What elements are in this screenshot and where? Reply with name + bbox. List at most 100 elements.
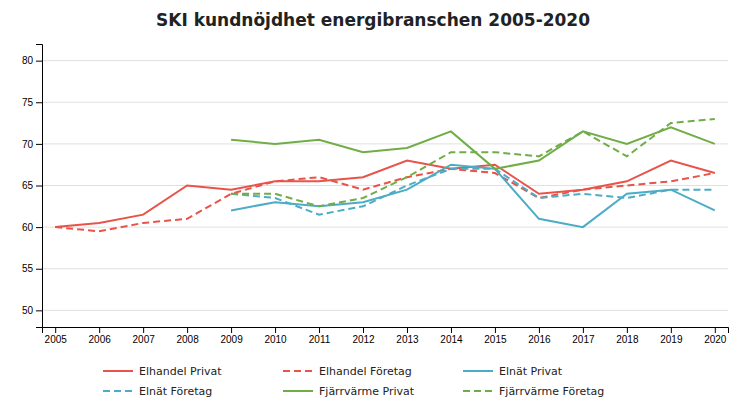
x-axis: 2005 2006 2007 2008 2009 2010 2011 2012 2013 2014… <box>43 327 729 345</box>
legend-item: Fjärrvärme Företag <box>463 385 604 398</box>
y-tick-mark <box>36 310 42 311</box>
x-tick: 2007 <box>133 327 156 345</box>
legend-item: Elhandel Privat <box>103 365 222 378</box>
x-tick-mark <box>715 327 716 333</box>
legend-swatch <box>103 370 133 372</box>
y-tick-mark <box>36 61 42 62</box>
x-tick: 2006 <box>89 327 112 345</box>
x-tick-mark <box>55 327 56 333</box>
x-tick: 2016 <box>528 327 551 345</box>
legend: Elhandel Privat Elhandel Företag Elnät Pri… <box>103 365 604 398</box>
y-tick-label: 50 <box>22 305 34 316</box>
x-tick-label: 2005 <box>45 334 68 345</box>
x-tick-mark <box>671 327 672 333</box>
x-tick: 2010 <box>264 327 287 345</box>
x-tick: 2012 <box>352 327 375 345</box>
grid <box>42 61 728 311</box>
y-tick-label: 75 <box>22 97 34 108</box>
plot: 2005 2006 2007 2008 2009 2010 2011 2012 2013 2014… <box>22 45 729 346</box>
y-axis-line <box>36 45 43 328</box>
x-tick-mark <box>407 327 408 333</box>
legend-item: Elnät Privat <box>463 365 563 378</box>
x-tick-label: 2020 <box>704 334 727 345</box>
x-tick: 2005 <box>45 327 68 345</box>
series-line <box>55 161 715 228</box>
x-tick-label: 2006 <box>89 334 112 345</box>
legend-item: Fjärrvärme Privat <box>283 385 415 398</box>
x-tick-mark <box>583 327 584 333</box>
x-tick-mark <box>319 327 320 333</box>
x-tick: 2018 <box>616 327 639 345</box>
legend-swatch <box>283 390 313 392</box>
x-tick-label: 2008 <box>176 334 199 345</box>
grid-line <box>42 102 728 103</box>
grid-line <box>42 185 728 186</box>
x-tick: 2014 <box>440 327 463 345</box>
legend-label: Fjärrvärme Företag <box>499 385 604 398</box>
y-tick-mark <box>36 186 42 187</box>
x-tick-label: 2013 <box>396 334 419 345</box>
legend-swatch <box>463 390 493 392</box>
grid-line <box>42 60 728 61</box>
x-tick-mark <box>231 327 232 333</box>
grid-line <box>42 227 728 228</box>
x-tick: 2009 <box>220 327 243 345</box>
series-line <box>231 169 715 215</box>
chart: SKI kundnöjdhet energibranschen 2005-202… <box>0 0 746 419</box>
x-tick-mark <box>275 327 276 333</box>
x-tick: 2019 <box>660 327 683 345</box>
x-tick-label: 2019 <box>660 334 683 345</box>
x-tick: 2020 <box>704 327 727 345</box>
x-tick: 2011 <box>309 327 331 345</box>
y-tick-label: 70 <box>22 139 34 150</box>
series-line <box>231 165 715 227</box>
series-line <box>231 127 715 169</box>
x-tick-mark <box>451 327 452 333</box>
legend-label: Fjärrvärme Privat <box>319 385 415 398</box>
y-tick: 55 <box>22 263 42 274</box>
grid-line <box>42 268 728 269</box>
x-tick-label: 2009 <box>220 334 243 345</box>
legend-item: Elhandel Företag <box>283 365 412 378</box>
y-tick-label: 55 <box>22 263 34 274</box>
x-tick-label: 2015 <box>484 334 507 345</box>
x-tick-mark <box>99 327 100 333</box>
x-tick: 2015 <box>484 327 507 345</box>
y-tick-mark <box>36 144 42 145</box>
y-tick: 70 <box>22 139 42 150</box>
x-tick: 2008 <box>176 327 199 345</box>
legend-swatch <box>463 370 493 372</box>
legend-label: Elnät Privat <box>499 365 563 378</box>
grid-line <box>42 310 728 311</box>
x-tick-label: 2007 <box>133 334 156 345</box>
series-line <box>55 169 715 231</box>
y-tick: 50 <box>22 305 42 316</box>
x-tick-mark <box>363 327 364 333</box>
y-tick-mark <box>36 269 42 270</box>
y-tick-label: 65 <box>22 180 34 191</box>
legend-item: Elnät Företag <box>103 385 212 398</box>
x-tick-label: 2012 <box>352 334 375 345</box>
x-tick-label: 2016 <box>528 334 551 345</box>
x-tick: 2013 <box>396 327 419 345</box>
y-tick-mark <box>36 102 42 103</box>
x-tick-mark <box>495 327 496 333</box>
x-tick-mark <box>187 327 188 333</box>
y-tick: 60 <box>22 222 42 233</box>
x-tick-label: 2014 <box>440 334 463 345</box>
y-axis: 50 55 60 65 70 75 80 <box>22 45 43 328</box>
series-group <box>55 119 715 231</box>
x-tick-label: 2018 <box>616 334 639 345</box>
y-tick: 80 <box>22 55 42 66</box>
x-tick-label: 2010 <box>264 334 287 345</box>
legend-label: Elhandel Företag <box>319 365 412 378</box>
y-tick: 75 <box>22 97 42 108</box>
series-line <box>231 119 715 206</box>
x-tick: 2017 <box>572 327 595 345</box>
x-tick-label: 2017 <box>572 334 595 345</box>
y-tick-label: 80 <box>22 55 34 66</box>
y-tick-label: 60 <box>22 222 34 233</box>
x-tick-mark <box>539 327 540 333</box>
legend-label: Elnät Företag <box>139 385 212 398</box>
legend-label: Elhandel Privat <box>139 365 222 378</box>
